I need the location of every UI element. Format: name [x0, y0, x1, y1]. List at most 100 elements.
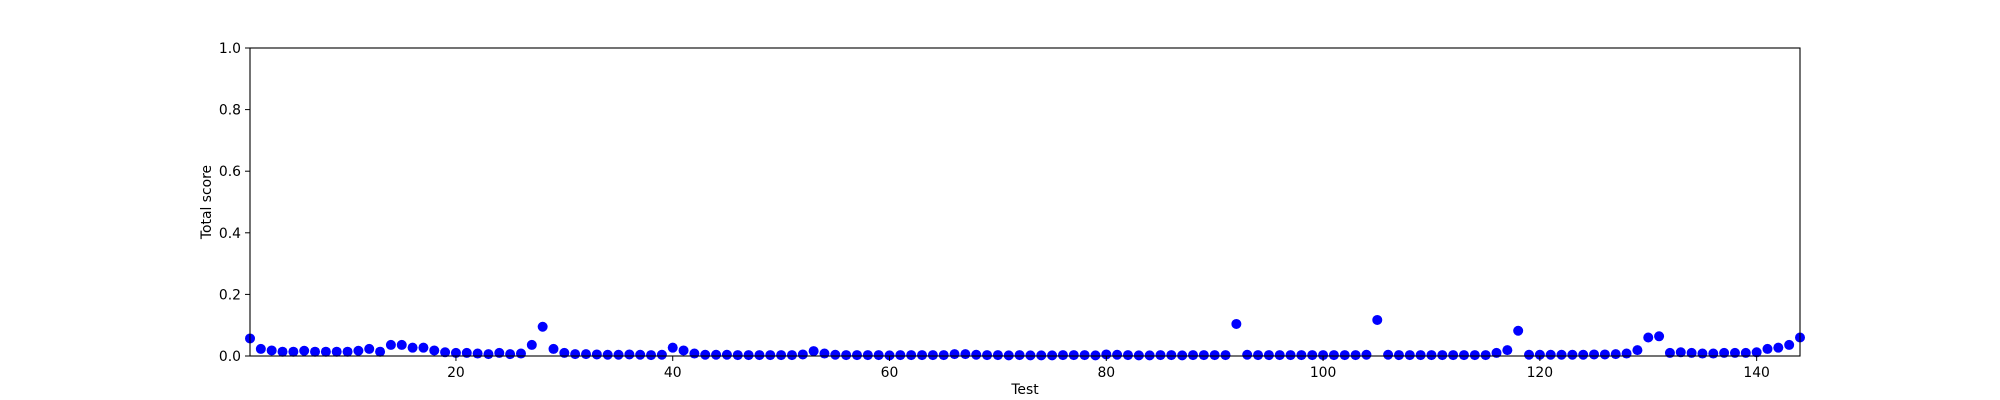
data-point: [375, 346, 386, 357]
data-point: [1274, 350, 1285, 361]
data-point: [732, 350, 743, 361]
data-point: [1513, 325, 1524, 336]
data-point: [862, 350, 873, 361]
data-point: [1025, 350, 1036, 361]
data-point: [1101, 349, 1112, 360]
data-point: [1242, 349, 1253, 360]
data-point: [960, 349, 971, 360]
data-point: [494, 347, 505, 358]
data-point: [1177, 350, 1188, 361]
data-point: [1556, 349, 1567, 360]
data-point: [1350, 350, 1361, 361]
data-point: [1122, 350, 1133, 361]
data-point: [320, 346, 331, 357]
data-point: [786, 350, 797, 361]
data-point: [299, 345, 310, 356]
data-point: [1610, 349, 1621, 360]
data-point: [1404, 350, 1415, 361]
y-tick-label: 0.4: [219, 226, 241, 242]
data-point: [906, 350, 917, 361]
data-point: [776, 350, 787, 361]
data-point: [721, 349, 732, 360]
data-point: [548, 343, 559, 354]
data-point: [1686, 347, 1697, 358]
data-point: [819, 348, 830, 359]
data-point: [1751, 347, 1762, 358]
data-point: [570, 349, 581, 360]
data-point: [689, 348, 700, 359]
data-point: [396, 339, 407, 350]
data-point: [342, 346, 353, 357]
data-point: [1491, 347, 1502, 358]
x-tick-label: 100: [1310, 365, 1337, 381]
x-axis: 20 40 60 80 100 120 140: [447, 356, 1770, 381]
data-point: [429, 345, 440, 356]
data-point: [1697, 348, 1708, 359]
data-point: [1719, 347, 1730, 358]
data-point: [331, 346, 342, 357]
data-point: [1415, 350, 1426, 361]
x-tick-label: 120: [1527, 365, 1554, 381]
data-point: [841, 350, 852, 361]
data-point: [830, 349, 841, 360]
data-point: [1599, 349, 1610, 360]
data-point: [461, 347, 472, 358]
x-tick-label: 20: [447, 365, 465, 381]
y-tick-label: 0.6: [219, 164, 241, 180]
data-point: [1393, 350, 1404, 361]
x-tick-label: 40: [664, 365, 682, 381]
data-point: [851, 350, 862, 361]
data-point: [1643, 332, 1654, 343]
data-point: [1133, 350, 1144, 361]
x-tick-label: 60: [881, 365, 899, 381]
y-axis: 0.0 0.2 0.4 0.6 0.8 1.0: [219, 41, 250, 365]
data-point: [1328, 350, 1339, 361]
x-tick-label: 80: [1097, 365, 1115, 381]
y-tick-label: 0.2: [219, 287, 241, 303]
data-point: [1166, 350, 1177, 361]
data-point: [895, 350, 906, 361]
data-point: [483, 349, 494, 360]
data-point: [1057, 350, 1068, 361]
data-point: [1632, 345, 1643, 356]
data-point: [1773, 342, 1784, 353]
data-point: [591, 349, 602, 360]
data-point: [559, 347, 570, 358]
data-point: [949, 349, 960, 360]
data-point: [288, 346, 299, 357]
data-point: [1144, 350, 1155, 361]
data-point: [1188, 350, 1199, 361]
data-point: [1014, 350, 1025, 361]
data-point: [1361, 349, 1372, 360]
data-point: [884, 350, 895, 361]
data-point: [1480, 350, 1491, 361]
data-point: [1545, 349, 1556, 360]
data-point: [472, 348, 483, 359]
data-point: [1231, 318, 1242, 329]
data-point: [440, 347, 451, 358]
data-point: [917, 350, 928, 361]
data-point: [385, 339, 396, 350]
data-point: [1664, 347, 1675, 358]
data-point: [1502, 345, 1513, 356]
data-point: [1112, 349, 1123, 360]
data-point: [765, 350, 776, 361]
data-point: [1155, 350, 1166, 361]
data-point: [1534, 349, 1545, 360]
data-point: [1090, 350, 1101, 361]
data-point: [1047, 350, 1058, 361]
y-tick-label: 0.0: [219, 349, 241, 365]
data-point: [1784, 339, 1795, 350]
data-point: [808, 346, 819, 357]
data-point: [277, 346, 288, 357]
data-point: [938, 350, 949, 361]
data-point: [1458, 350, 1469, 361]
plot-frame: [249, 47, 1801, 357]
data-point: [581, 349, 592, 360]
data-point: [1708, 348, 1719, 359]
data-point: [624, 349, 635, 360]
data-point: [266, 345, 277, 356]
data-point: [1036, 350, 1047, 361]
data-point: [1426, 350, 1437, 361]
